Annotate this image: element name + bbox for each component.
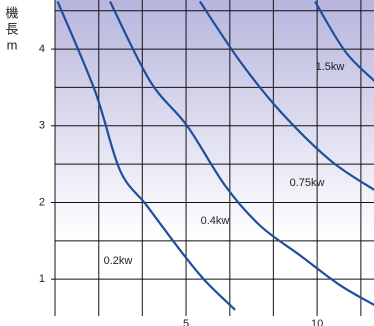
x-tick-label: 10: [311, 318, 323, 326]
y-tick-label: 1: [39, 273, 45, 285]
curve: [199, 0, 374, 192]
x-tick-label: 5: [183, 318, 189, 326]
y-tick-label: 2: [39, 196, 45, 208]
y-tick-label: 3: [39, 120, 45, 132]
series-label: 0.75kw: [290, 177, 325, 189]
lines: [56, 0, 374, 311]
y-tick-label: 4: [39, 43, 45, 55]
plot-area: [55, 0, 374, 316]
y-axis-title: 機: [5, 5, 18, 20]
grid: [54, 0, 374, 316]
curve: [314, 0, 374, 83]
y-axis-title: m: [7, 37, 18, 52]
series-label: 0.4kw: [201, 215, 230, 227]
series-label: 1.5kw: [316, 61, 345, 73]
curve: [109, 1, 374, 307]
labels: 1 2 3 4 5 10 機長m 0.2kw 0.4kw 0.75kw 1.5kw: [5, 5, 344, 326]
y-axis-title: 長: [5, 21, 18, 36]
series-label: 0.2kw: [104, 255, 133, 267]
curve: [56, 1, 236, 311]
